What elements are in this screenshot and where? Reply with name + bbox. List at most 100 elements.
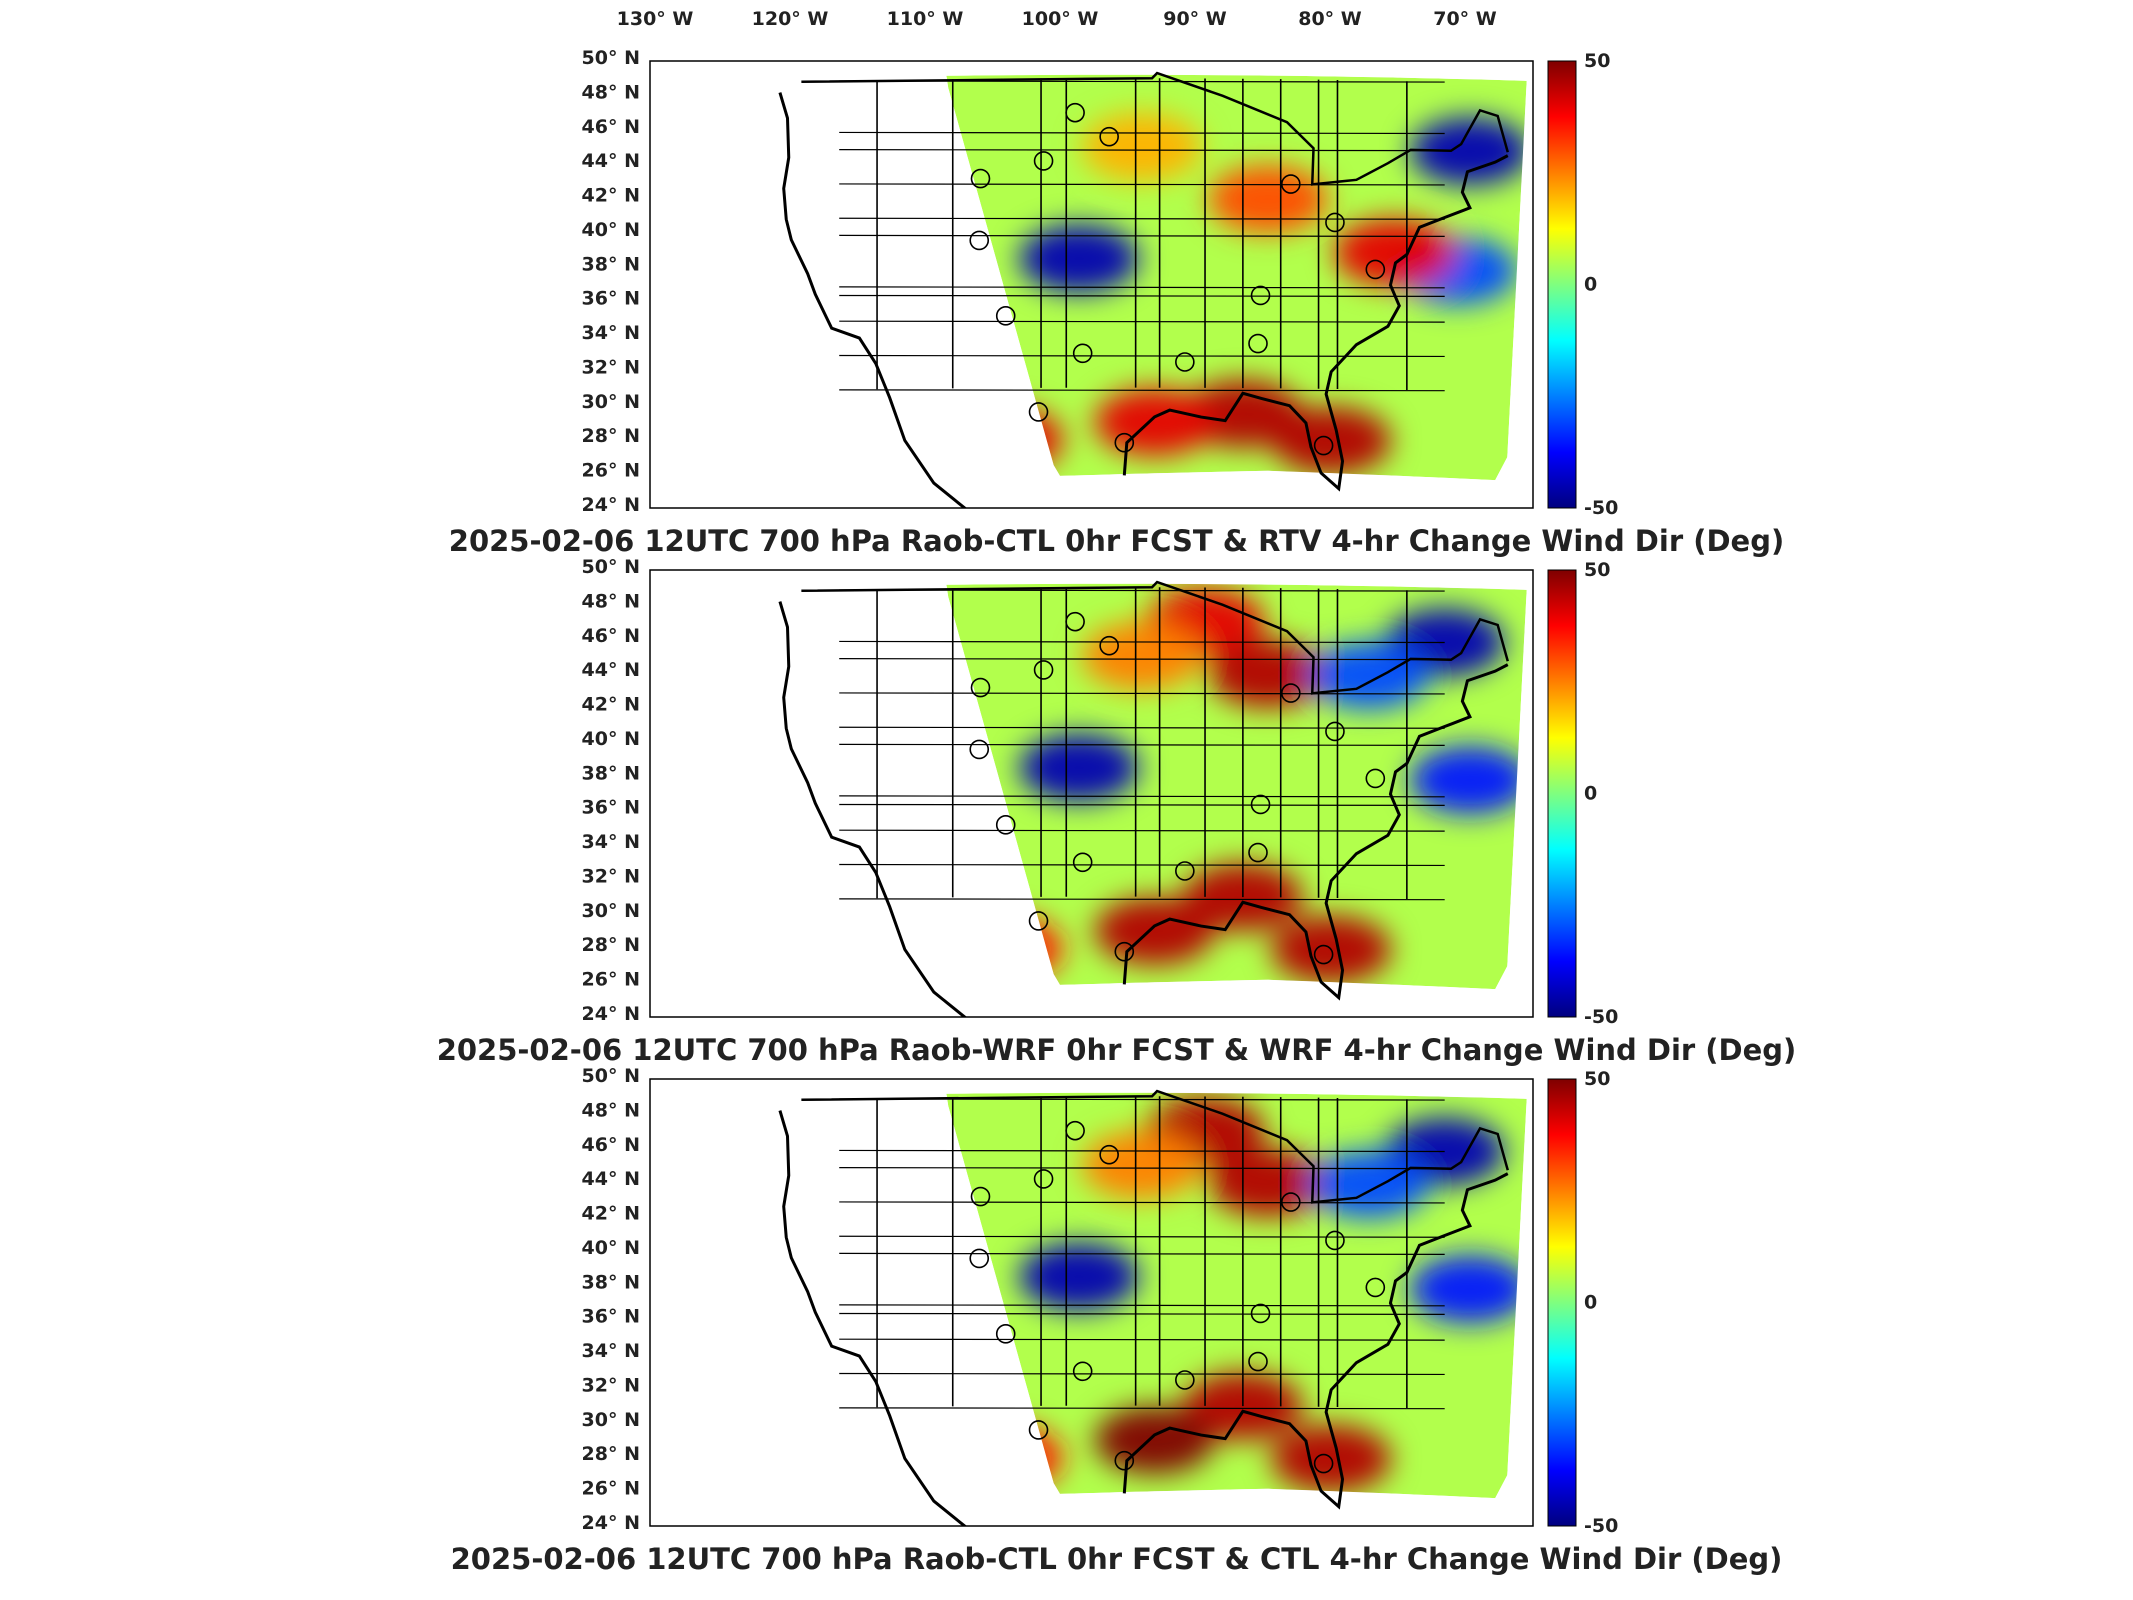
latitude-tick-label: 30° N bbox=[582, 1409, 640, 1431]
latitude-tick-label: 24° N bbox=[582, 494, 640, 516]
state-border bbox=[839, 658, 1445, 661]
raob-station-marker bbox=[1072, 1361, 1093, 1382]
raob-station-marker bbox=[969, 739, 990, 760]
heatmap-field bbox=[946, 1092, 1527, 1499]
colorbar-min-label: -50 bbox=[1584, 1006, 1618, 1028]
heatmap-anomaly bbox=[1094, 388, 1215, 457]
latitude-tick-label: 24° N bbox=[582, 1003, 640, 1025]
raob-station-marker bbox=[1099, 635, 1119, 656]
raob-station-marker bbox=[1313, 944, 1334, 965]
latitude-tick-label: 32° N bbox=[582, 1374, 640, 1396]
colorbar-mid-label: 0 bbox=[1584, 783, 1597, 805]
longitude-tick-label: 80° W bbox=[1298, 8, 1362, 30]
colorbar bbox=[1547, 60, 1577, 509]
heatmap-anomaly bbox=[1208, 165, 1329, 234]
latitude-tick-label: 30° N bbox=[582, 900, 640, 922]
raob-station-marker bbox=[1313, 435, 1334, 456]
heatmap-anomaly bbox=[1182, 379, 1303, 448]
longitude-tick-label: 70° W bbox=[1433, 8, 1497, 30]
raob-station-marker bbox=[1313, 1453, 1334, 1474]
latitude-tick-label: 48° N bbox=[582, 590, 640, 612]
raob-station-marker bbox=[1065, 102, 1085, 123]
heatmap-anomaly bbox=[946, 1423, 1064, 1492]
state-border bbox=[839, 898, 1445, 901]
raob-station-marker bbox=[1365, 1277, 1386, 1298]
heatmap-field bbox=[946, 583, 1527, 990]
state-border bbox=[839, 743, 1445, 746]
raob-station-marker bbox=[969, 1248, 990, 1269]
state-border bbox=[839, 1201, 1445, 1204]
state-border bbox=[839, 1312, 1445, 1316]
latitude-tick-label: 28° N bbox=[582, 934, 640, 956]
state-border bbox=[839, 1167, 1445, 1170]
state-border bbox=[839, 640, 1445, 644]
raob-station-marker bbox=[1281, 174, 1301, 194]
latitude-tick-label: 40° N bbox=[582, 1237, 640, 1259]
state-border bbox=[839, 354, 1445, 358]
raob-station-marker bbox=[1099, 126, 1119, 147]
raob-station-marker bbox=[1028, 911, 1049, 931]
raob-station-marker bbox=[969, 230, 990, 251]
state-border bbox=[839, 1098, 1445, 1101]
latitude-tick-label: 42° N bbox=[582, 1203, 640, 1225]
heatmap-anomaly bbox=[1081, 621, 1202, 690]
heatmap-anomaly bbox=[1018, 1242, 1139, 1311]
latitude-tick-label: 26° N bbox=[582, 1478, 640, 1500]
raob-station-marker bbox=[995, 1324, 1016, 1344]
heatmap-anomaly bbox=[1094, 897, 1215, 966]
state-border bbox=[839, 803, 1445, 807]
raob-station-marker bbox=[970, 1186, 991, 1207]
state-border bbox=[839, 1407, 1445, 1410]
raob-station-marker bbox=[1248, 333, 1268, 354]
raob-station-marker bbox=[1325, 1230, 1345, 1251]
state-border bbox=[839, 1252, 1445, 1255]
raob-station-marker bbox=[970, 168, 991, 189]
raob-station-marker bbox=[1065, 611, 1085, 632]
heatmap-anomaly bbox=[1409, 1255, 1527, 1324]
latitude-tick-label: 36° N bbox=[582, 797, 640, 819]
state-border bbox=[839, 389, 1445, 392]
longitude-tick-label: 100° W bbox=[1022, 8, 1099, 30]
raob-station-marker bbox=[1365, 768, 1386, 789]
latitude-tick-label: 44° N bbox=[582, 659, 640, 681]
latitude-tick-label: 44° N bbox=[582, 150, 640, 172]
colorbar-max-label: 50 bbox=[1584, 559, 1610, 581]
heatmap-background bbox=[946, 74, 1527, 481]
latitude-tick-label: 50° N bbox=[582, 1065, 640, 1087]
latitude-tick-label: 26° N bbox=[582, 969, 640, 991]
raob-station-marker bbox=[1281, 683, 1301, 703]
raob-station-marker bbox=[1175, 352, 1195, 372]
heatmap-anomaly bbox=[1208, 639, 1329, 708]
border-canada bbox=[801, 580, 1509, 695]
heatmap-anomaly bbox=[1018, 224, 1139, 293]
state-border bbox=[839, 234, 1445, 237]
state-border bbox=[839, 183, 1445, 186]
colorbar bbox=[1547, 569, 1577, 1018]
coastline-west bbox=[778, 601, 967, 1017]
latitude-tick-label: 28° N bbox=[582, 425, 640, 447]
heatmap-anomaly bbox=[1018, 733, 1139, 802]
border-canada bbox=[801, 1089, 1509, 1204]
latitude-tick-label: 32° N bbox=[582, 356, 640, 378]
latitude-tick-label: 38° N bbox=[582, 762, 640, 784]
raob-station-marker bbox=[1248, 1351, 1268, 1372]
raob-station-marker bbox=[1099, 1144, 1119, 1165]
heatmap-anomaly bbox=[1334, 218, 1455, 287]
latitude-tick-label: 46° N bbox=[582, 1134, 640, 1156]
state-border bbox=[839, 149, 1445, 152]
latitude-tick-label: 34° N bbox=[582, 322, 640, 344]
colorbar-mid-label: 0 bbox=[1584, 274, 1597, 296]
state-border bbox=[839, 80, 1445, 83]
map-frame bbox=[649, 569, 1534, 1018]
raob-station-marker bbox=[1325, 721, 1345, 742]
raob-station-marker bbox=[1250, 794, 1271, 815]
state-border bbox=[839, 692, 1445, 695]
state-border bbox=[839, 1338, 1445, 1341]
latitude-tick-label: 32° N bbox=[582, 865, 640, 887]
raob-station-marker bbox=[1033, 1169, 1054, 1189]
raob-station-marker bbox=[1250, 285, 1271, 306]
border-canada bbox=[801, 71, 1509, 186]
heatmap-anomaly bbox=[946, 914, 1064, 983]
latitude-tick-label: 42° N bbox=[582, 694, 640, 716]
